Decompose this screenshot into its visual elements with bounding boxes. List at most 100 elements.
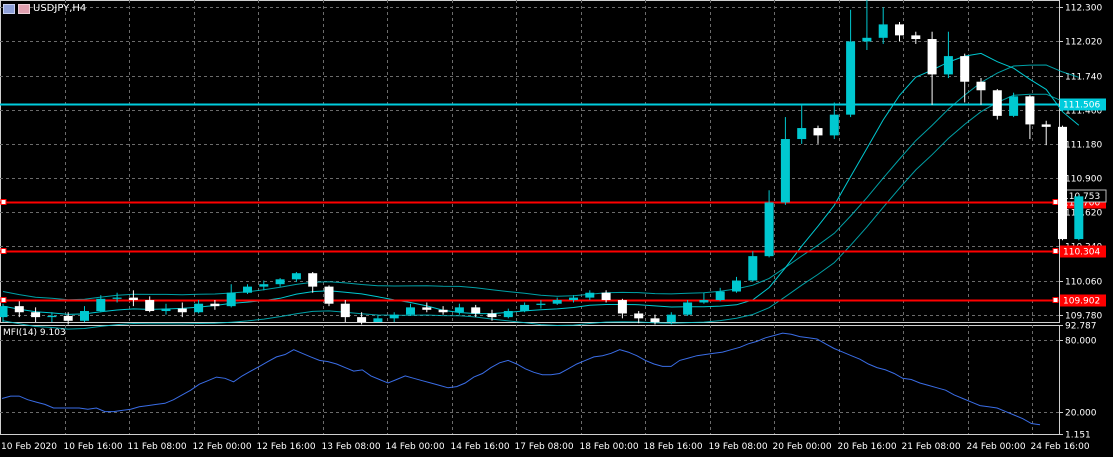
candle-body <box>63 315 73 321</box>
line-anchor-left <box>0 199 7 205</box>
price-line-label-bg <box>1060 294 1106 307</box>
candle-body <box>31 312 41 318</box>
candle-body <box>128 297 138 301</box>
x-tick-label: 14 Feb 00:00 <box>386 442 445 452</box>
candle-body <box>14 306 24 313</box>
x-tick-label: 19 Feb 08:00 <box>709 442 768 452</box>
y-tick-label: 110.900 <box>1065 175 1102 185</box>
ind-y-tick-label: 92.787 <box>1065 322 1097 332</box>
candle-body <box>911 35 921 40</box>
candle-body <box>585 292 595 298</box>
candle-body <box>617 300 627 314</box>
candle-body <box>259 284 269 287</box>
y-tick-label: 110.620 <box>1065 209 1102 219</box>
indicator-label: MFI(14) 9.103 <box>3 328 66 338</box>
candle-body <box>291 273 301 280</box>
x-tick-label: 21 Feb 08:00 <box>902 442 961 452</box>
candle-body <box>0 306 8 318</box>
candle-body <box>748 256 758 281</box>
candle-body <box>503 311 513 318</box>
x-tick-label: 13 Feb 08:00 <box>322 442 381 452</box>
symbol-icon <box>18 3 30 14</box>
line-anchor-left <box>0 248 7 254</box>
price-line-label: 110.304 <box>1063 248 1100 258</box>
candle-body <box>422 307 432 310</box>
price-line-label: 111.506 <box>1063 101 1100 111</box>
x-tick-label: 14 Feb 16:00 <box>451 442 510 452</box>
candle-body <box>780 139 790 203</box>
y-tick-label: 110.060 <box>1065 278 1102 288</box>
candle-body <box>650 318 660 322</box>
candle-body <box>438 309 448 313</box>
candle-body <box>275 279 285 285</box>
candle-body <box>634 313 644 319</box>
ind-y-tick-label: 80.000 <box>1065 337 1097 347</box>
mfi-line <box>1 332 1041 426</box>
upper-band-line <box>2 64 1079 301</box>
moving-average-line <box>2 52 1080 315</box>
candle-body <box>389 314 399 319</box>
x-tick-label: 20 Feb 16:00 <box>838 442 897 452</box>
candle-body <box>862 37 872 42</box>
candle-body <box>846 41 856 115</box>
ind-y-tick-label: 1.151 <box>1065 431 1091 441</box>
line-anchor-right <box>1052 199 1059 205</box>
candle-body <box>145 300 155 312</box>
chart-title: USDJPY,H4 <box>3 3 86 14</box>
candle-body <box>96 298 106 312</box>
candle-body <box>177 308 187 313</box>
candle-body <box>454 307 464 313</box>
x-tick-label: 24 Feb 00:00 <box>967 442 1026 452</box>
x-tick-label: 10 Feb 2020 <box>1 442 57 452</box>
candle-body <box>797 128 807 140</box>
candle-body <box>715 291 725 301</box>
ind-y-tick-label: 20.000 <box>1065 409 1097 419</box>
lower-band-line <box>2 93 1079 330</box>
line-anchor-left <box>0 297 7 303</box>
y-tick-label: 111.180 <box>1065 141 1102 151</box>
candle-body <box>112 297 122 299</box>
x-tick-label: 12 Feb 16:00 <box>257 442 316 452</box>
candle-body <box>732 280 741 292</box>
candle-body <box>666 314 676 322</box>
y-tick-label: 109.780 <box>1065 312 1102 322</box>
candle-body <box>927 39 937 75</box>
chart-window-icon <box>3 3 15 14</box>
candle-body <box>340 303 350 318</box>
candle-body <box>536 303 546 305</box>
candle-body <box>764 202 774 257</box>
chart-title-text: USDJPY,H4 <box>33 3 87 14</box>
x-tick-label: 20 Feb 00:00 <box>773 442 832 452</box>
line-anchor-right <box>1052 248 1059 254</box>
candle-body <box>210 303 220 307</box>
candle-body <box>960 56 970 82</box>
candle-body <box>943 56 953 75</box>
candle-body <box>520 304 530 312</box>
x-tick-label: 11 Feb 08:00 <box>128 442 187 452</box>
candle-body <box>47 315 57 318</box>
candle-body <box>878 24 888 38</box>
candle-body <box>895 24 904 36</box>
candle-body <box>161 308 171 312</box>
candle-body <box>813 128 823 136</box>
x-tick-label: 18 Feb 00:00 <box>580 442 639 452</box>
x-tick-label: 12 Feb 00:00 <box>193 442 252 452</box>
candle-body <box>683 302 693 315</box>
price-line-label-bg <box>1060 98 1106 111</box>
price-line-label-bg <box>1060 245 1106 258</box>
indicator-pane-border <box>0 325 1060 435</box>
candle-body <box>1025 96 1035 125</box>
y-tick-label: 112.300 <box>1065 4 1102 14</box>
candle-body <box>194 303 204 313</box>
candle-body <box>373 318 383 322</box>
candle-body <box>829 114 839 136</box>
x-tick-label: 17 Feb 08:00 <box>515 442 574 452</box>
candle-body <box>552 300 562 304</box>
line-anchor-right <box>1052 297 1059 303</box>
price-pane-border <box>0 0 1060 323</box>
candle-body <box>471 307 481 314</box>
y-tick-label: 111.460 <box>1065 107 1102 117</box>
candle-body <box>992 90 1002 116</box>
candle-body <box>1074 196 1084 240</box>
